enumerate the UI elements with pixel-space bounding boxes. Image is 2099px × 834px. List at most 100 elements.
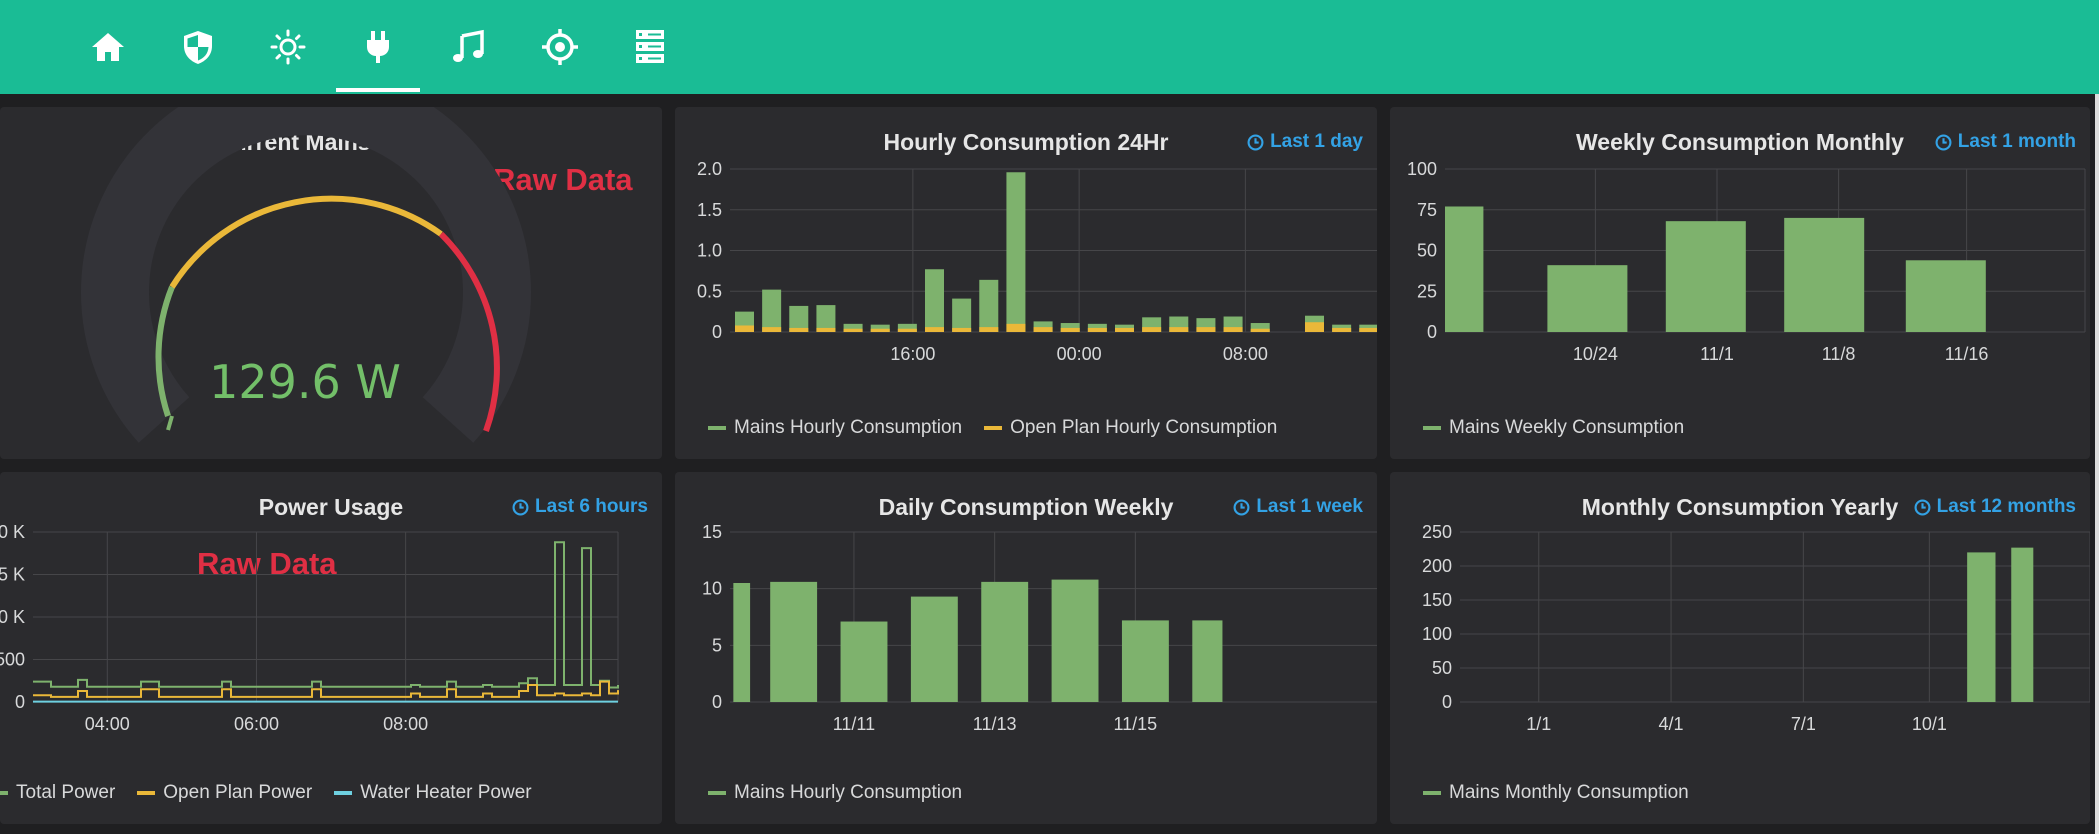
time-range-text: Last 1 week: [1256, 496, 1363, 517]
bar-open-plan: [1223, 327, 1243, 332]
y-tick-label: 50: [1432, 658, 1452, 678]
legend-item[interactable]: Open Plan Power: [137, 782, 312, 804]
time-range-link[interactable]: Last 1 month: [1935, 131, 2076, 153]
bar-open-plan: [1087, 327, 1107, 332]
x-tick-label: 16:00: [890, 344, 935, 364]
chart-legend: Total Power Open Plan Power Water Heater…: [0, 782, 532, 804]
bar-open-plan: [925, 327, 944, 332]
legend-label: Total Power: [16, 782, 116, 803]
panel-title: Daily Consumption Weekly: [878, 494, 1174, 520]
gauge-threshold-yellow: [169, 195, 443, 289]
y-tick-label: 200: [1422, 556, 1452, 576]
top-nav-bar: [0, 0, 2099, 94]
x-tick-label: 11/11: [833, 714, 875, 734]
raw-data-label: Raw Data: [493, 162, 633, 197]
bar-open-plan: [816, 327, 836, 332]
bar-open-plan: [1196, 327, 1216, 332]
panel-daily-consumption: Daily Consumption Weekly Last 1 week 0 5 1…: [675, 472, 1377, 824]
bar: [1051, 579, 1099, 702]
legend-swatch: [334, 791, 353, 795]
plug-icon: [367, 31, 389, 63]
time-range-link[interactable]: Last 6 hours: [512, 496, 648, 518]
bar-mains: [843, 323, 863, 332]
panel-title: Monthly Consumption Yearly: [1581, 494, 1899, 520]
legend-swatch: [0, 791, 8, 795]
sun-icon: [270, 29, 306, 65]
bar-open-plan: [1006, 323, 1026, 332]
bar: [1547, 265, 1628, 332]
x-tick-label: 11/13: [973, 714, 1017, 734]
nav-security[interactable]: [156, 0, 240, 94]
y-tick-label: 5: [712, 635, 722, 655]
bar-open-plan: [1142, 327, 1162, 332]
y-tick-label: 0: [15, 692, 25, 712]
bar-open-plan: [1060, 327, 1080, 332]
time-range-text: Last 1 day: [1270, 131, 1363, 152]
time-range-link[interactable]: Last 12 months: [1914, 496, 2076, 518]
legend-swatch: [1423, 426, 1441, 430]
bar-open-plan: [1332, 327, 1352, 332]
monthly-bar-chart: 0 50 100 150 200 250 1/1 4/1 7/1 10/1: [1422, 522, 2090, 734]
y-tick-label: 150: [1422, 590, 1452, 610]
legend-label: Open Plan Hourly Consumption: [1010, 417, 1278, 438]
x-tick-label: 1/1: [1526, 714, 1551, 734]
chart-legend: Mains Hourly Consumption: [708, 782, 962, 804]
x-tick-label: 08:00: [383, 714, 428, 734]
y-tick-label: 0: [1442, 692, 1452, 712]
legend-label: Mains Weekly Consumption: [1449, 417, 1685, 438]
legend-item[interactable]: Mains Hourly Consumption: [708, 782, 962, 804]
bar-open-plan: [762, 327, 782, 332]
clock-icon: [1935, 134, 1952, 150]
clock-icon: [1914, 499, 1931, 515]
nav-location[interactable]: [518, 0, 602, 94]
y-tick-label: 75: [1417, 200, 1437, 220]
time-range-link[interactable]: Last 1 day: [1247, 131, 1363, 153]
time-range-link[interactable]: Last 1 week: [1233, 496, 1363, 518]
x-tick-label: 11/8: [1822, 344, 1856, 364]
server-icon: [636, 30, 664, 63]
legend-item[interactable]: Total Power: [0, 782, 115, 804]
bar-open-plan: [1033, 327, 1053, 332]
bar: [1192, 620, 1223, 702]
panel-current-mains-power: Current Mains Power Raw Data 129.6 W: [0, 107, 662, 459]
nav-power[interactable]: [336, 0, 420, 94]
nav-lighting[interactable]: [246, 0, 330, 94]
legend-item[interactable]: Mains Monthly Consumption: [1423, 782, 1689, 804]
legend-item[interactable]: Water Heater Power: [334, 782, 532, 804]
bar-mains: [789, 305, 809, 332]
bar: [1665, 221, 1746, 332]
bar: [770, 581, 818, 702]
gauge-value: 129.6 W: [209, 355, 401, 409]
panel-monthly-consumption: Monthly Consumption Yearly Last 12 month…: [1390, 472, 2090, 824]
x-tick-label: 11/1: [1700, 344, 1734, 364]
bar-mains: [1087, 323, 1107, 332]
nav-home[interactable]: [66, 0, 150, 94]
nav-music[interactable]: [426, 0, 510, 94]
power-gauge: [81, 107, 531, 443]
bar: [840, 621, 888, 702]
y-tick-label: 1.0 K: [0, 607, 25, 627]
panel-weekly-consumption: Weekly Consumption Monthly Last 1 month …: [1390, 107, 2090, 459]
legend-item[interactable]: Mains Weekly Consumption: [1423, 417, 1684, 439]
legend-swatch: [1423, 791, 1441, 795]
weekly-bar-chart: 0 25 50 75 100 10/24 11/1 11/8 11/16: [1407, 159, 2086, 364]
hourly-bar-chart: 0 0.5 1.0 1.5 2.0 16:00 00:00 08:00: [697, 159, 1377, 364]
legend-label: Mains Hourly Consumption: [734, 782, 963, 803]
y-tick-label: 100: [1407, 159, 1437, 179]
scrollbar-edge: [2095, 94, 2099, 834]
bar-mains: [870, 324, 890, 332]
chart-legend: Mains Hourly Consumption Open Plan Hourl…: [708, 417, 1277, 439]
home-icon: [92, 33, 124, 61]
x-tick-label: 10/24: [1573, 344, 1618, 364]
y-tick-label: 15: [702, 522, 722, 542]
time-range-text: Last 6 hours: [535, 496, 648, 517]
y-tick-label: 25: [1417, 281, 1437, 301]
x-tick-label: 11/15: [1113, 714, 1157, 734]
y-tick-label: 0: [712, 692, 722, 712]
bar-mains: [816, 305, 836, 332]
bar: [910, 596, 958, 702]
nav-server[interactable]: [608, 0, 692, 94]
legend-item[interactable]: Open Plan Hourly Consumption: [984, 417, 1277, 439]
clock-icon: [512, 499, 529, 515]
legend-item[interactable]: Mains Hourly Consumption: [708, 417, 962, 439]
